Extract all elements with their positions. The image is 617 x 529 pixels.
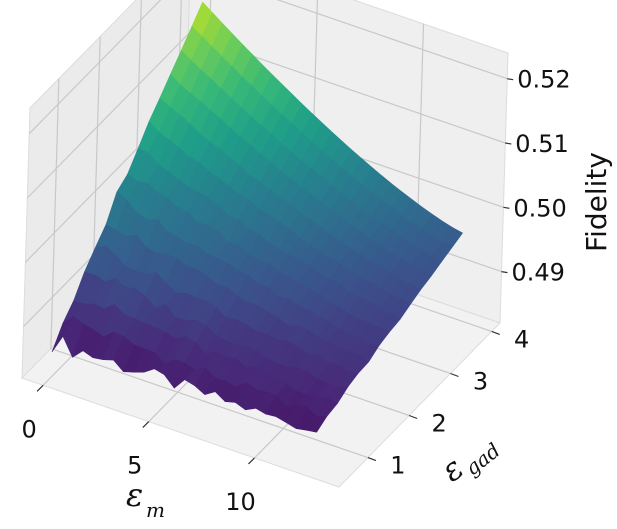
y-tick-mark	[491, 330, 500, 335]
surface-patch	[306, 415, 328, 433]
z-tick-mark	[507, 78, 514, 81]
x-axis-label-main: ε	[126, 476, 143, 514]
y-tick-mark	[450, 372, 459, 378]
x-tick-mark	[142, 421, 150, 429]
z-tick-label: 0.52	[517, 66, 570, 94]
z-tick-mark	[501, 271, 508, 274]
x-tick-label: 10	[225, 488, 256, 516]
x-axis-label: ε m	[126, 476, 165, 522]
x-axis-label-sub: m	[146, 498, 165, 522]
x-tick-mark	[248, 457, 255, 465]
grid-line-z	[276, 0, 508, 80]
y-tick-mark	[367, 457, 377, 462]
grid-line-y	[50, 348, 369, 459]
x-tick-mark	[36, 384, 44, 392]
y-axis-label-main: ε	[434, 449, 471, 490]
y-axis-label-sub: gad	[460, 438, 504, 480]
grid-line-z	[26, 33, 189, 199]
grid-line-y	[50, 78, 60, 349]
fidelity-surface	[51, 1, 463, 433]
z-tick-mark	[505, 142, 512, 145]
y-tick-label: 4	[514, 325, 529, 353]
z-tick-mark	[503, 206, 510, 209]
z-tick-label: 0.51	[515, 130, 568, 158]
y-tick-label: 2	[432, 410, 447, 438]
x-tick-label: 0	[21, 415, 36, 443]
y-tick-label: 1	[390, 452, 405, 480]
z-tick-label: 0.50	[513, 194, 566, 222]
y-tick-label: 3	[473, 368, 488, 396]
grid-line-z	[28, 0, 162, 135]
x-tick-label: 5	[127, 452, 142, 480]
z-tick-label: 0.49	[512, 259, 565, 287]
z-axis-label: Fidelity	[580, 152, 613, 252]
y-tick-mark	[408, 414, 418, 420]
